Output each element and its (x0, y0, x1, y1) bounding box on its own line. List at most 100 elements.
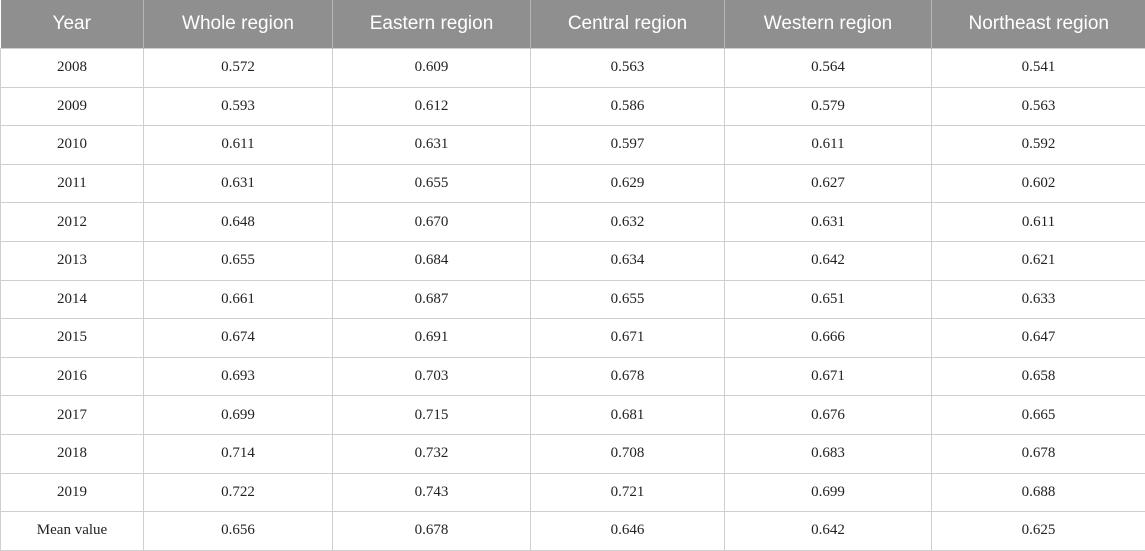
table-cell: 0.732 (333, 434, 531, 473)
table-cell: 0.691 (333, 319, 531, 358)
row-label-cell: 2016 (1, 357, 144, 396)
table-cell: 0.699 (144, 396, 333, 435)
row-label-cell: 2009 (1, 87, 144, 126)
column-header: Eastern region (333, 0, 531, 49)
row-label-cell: Mean value (1, 512, 144, 551)
table-cell: 0.681 (531, 396, 725, 435)
row-label-cell: 2013 (1, 241, 144, 280)
table-cell: 0.611 (932, 203, 1145, 242)
table-cell: 0.579 (725, 87, 932, 126)
table-cell: 0.633 (932, 280, 1145, 319)
table-cell: 0.631 (333, 126, 531, 165)
table-cell: 0.678 (932, 434, 1145, 473)
table-cell: 0.658 (932, 357, 1145, 396)
table-cell: 0.592 (932, 126, 1145, 165)
table-cell: 0.593 (144, 87, 333, 126)
table-cell: 0.722 (144, 473, 333, 512)
table-cell: 0.597 (531, 126, 725, 165)
table-cell: 0.627 (725, 164, 932, 203)
table-cell: 0.693 (144, 357, 333, 396)
table-cell: 0.687 (333, 280, 531, 319)
table-cell: 0.671 (531, 319, 725, 358)
row-label-cell: 2010 (1, 126, 144, 165)
table-cell: 0.611 (725, 126, 932, 165)
column-header: Central region (531, 0, 725, 49)
table-cell: 0.708 (531, 434, 725, 473)
row-label-cell: 2015 (1, 319, 144, 358)
table-cell: 0.743 (333, 473, 531, 512)
table-cell: 0.631 (725, 203, 932, 242)
table-cell: 0.646 (531, 512, 725, 551)
table-cell: 0.678 (531, 357, 725, 396)
table-cell: 0.651 (725, 280, 932, 319)
table-cell: 0.674 (144, 319, 333, 358)
table-cell: 0.656 (144, 512, 333, 551)
table-cell: 0.655 (144, 241, 333, 280)
table-cell: 0.703 (333, 357, 531, 396)
table-cell: 0.642 (725, 241, 932, 280)
row-label-cell: 2008 (1, 49, 144, 88)
table-cell: 0.671 (725, 357, 932, 396)
table-cell: 0.632 (531, 203, 725, 242)
table-cell: 0.634 (531, 241, 725, 280)
table-cell: 0.683 (725, 434, 932, 473)
table-cell: 0.564 (725, 49, 932, 88)
table-cell: 0.647 (932, 319, 1145, 358)
row-label-cell: 2017 (1, 396, 144, 435)
table-cell: 0.655 (333, 164, 531, 203)
row-label-cell: 2012 (1, 203, 144, 242)
table-cell: 0.563 (932, 87, 1145, 126)
table-cell: 0.676 (725, 396, 932, 435)
table-cell: 0.688 (932, 473, 1145, 512)
table-cell: 0.563 (531, 49, 725, 88)
row-label-cell: 2014 (1, 280, 144, 319)
table-cell: 0.629 (531, 164, 725, 203)
table-cell: 0.670 (333, 203, 531, 242)
column-header: Northeast region (932, 0, 1145, 49)
table-cell: 0.541 (932, 49, 1145, 88)
table-cell: 0.661 (144, 280, 333, 319)
column-header: Western region (725, 0, 932, 49)
table-cell: 0.602 (932, 164, 1145, 203)
row-label-cell: 2011 (1, 164, 144, 203)
table-cell: 0.586 (531, 87, 725, 126)
column-header: Whole region (144, 0, 333, 49)
table-cell: 0.678 (333, 512, 531, 551)
table-cell: 0.625 (932, 512, 1145, 551)
table-cell: 0.665 (932, 396, 1145, 435)
table-cell: 0.666 (725, 319, 932, 358)
table-cell: 0.714 (144, 434, 333, 473)
table-cell: 0.684 (333, 241, 531, 280)
column-header: Year (1, 0, 144, 49)
table-cell: 0.648 (144, 203, 333, 242)
table-cell: 0.715 (333, 396, 531, 435)
table-cell: 0.655 (531, 280, 725, 319)
table-cell: 0.609 (333, 49, 531, 88)
row-label-cell: 2018 (1, 434, 144, 473)
table-cell: 0.631 (144, 164, 333, 203)
table-cell: 0.612 (333, 87, 531, 126)
table-cell: 0.699 (725, 473, 932, 512)
row-label-cell: 2019 (1, 473, 144, 512)
table-cell: 0.721 (531, 473, 725, 512)
table-cell: 0.642 (725, 512, 932, 551)
table-cell: 0.572 (144, 49, 333, 88)
table-cell: 0.621 (932, 241, 1145, 280)
